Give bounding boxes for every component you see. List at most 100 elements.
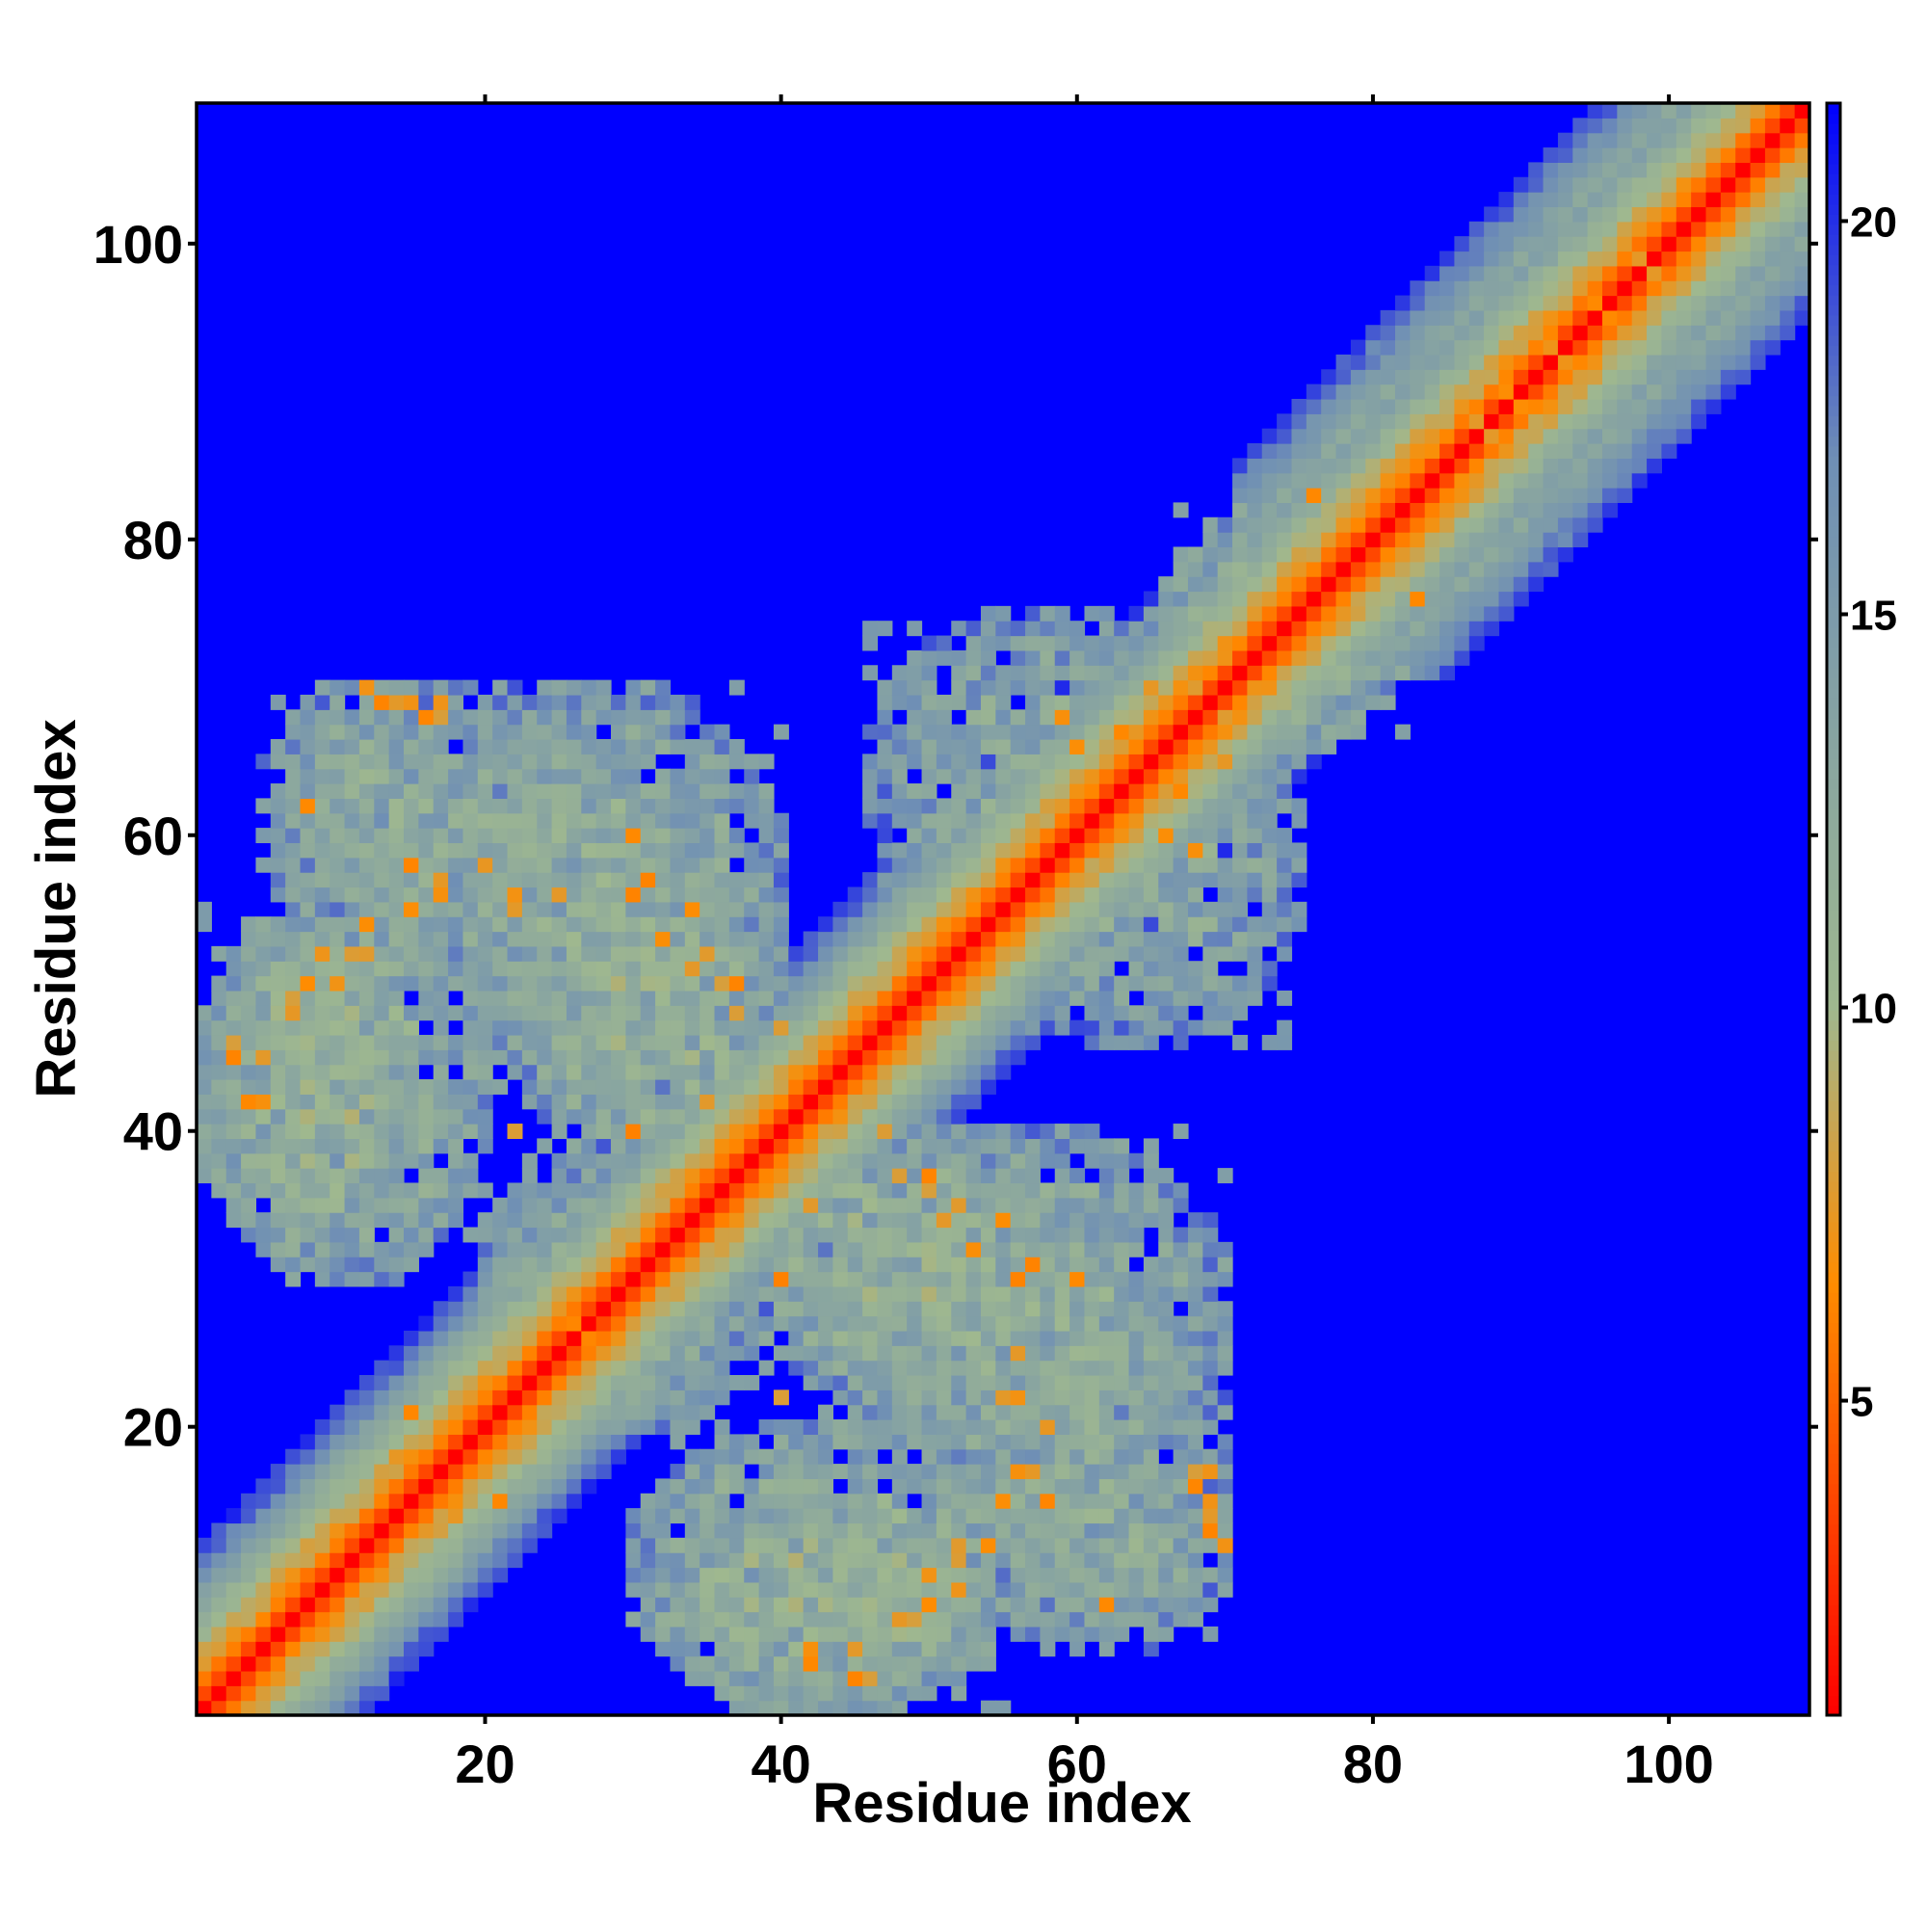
- heatmap-cell: [1098, 1581, 1115, 1598]
- heatmap-cell: [965, 1611, 982, 1628]
- heatmap-cell: [314, 738, 330, 754]
- heatmap-cell: [980, 665, 996, 681]
- heatmap-cell: [951, 694, 967, 710]
- heatmap-cell: [1261, 857, 1278, 873]
- heatmap-cell: [700, 1138, 716, 1154]
- heatmap-cell: [1306, 635, 1322, 651]
- heatmap-cell: [877, 1626, 893, 1642]
- heatmap-cell: [980, 1285, 996, 1302]
- heatmap-cell: [1158, 945, 1175, 962]
- heatmap-cell: [241, 1522, 257, 1539]
- heatmap-cell: [862, 798, 879, 814]
- heatmap-cell: [700, 1271, 716, 1287]
- heatmap-cell: [714, 1064, 730, 1080]
- heatmap-cell: [877, 621, 893, 637]
- heatmap-cell: [492, 1389, 509, 1406]
- heatmap-cell: [1173, 945, 1189, 962]
- heatmap-cell: [1394, 591, 1411, 607]
- heatmap-cell: [462, 1448, 479, 1465]
- heatmap-cell: [241, 1079, 257, 1095]
- heatmap-cell: [1410, 488, 1426, 504]
- heatmap-cell: [936, 649, 952, 666]
- heatmap-cell: [1173, 754, 1189, 770]
- heatmap-cell: [314, 1064, 330, 1080]
- heatmap-cell: [1187, 1330, 1203, 1346]
- heatmap-cell: [995, 975, 1012, 992]
- heatmap-cell: [1557, 176, 1573, 193]
- heatmap-cell: [1202, 1597, 1219, 1613]
- heatmap-cell: [788, 1049, 805, 1066]
- heatmap-cell: [595, 857, 612, 873]
- heatmap-cell: [1173, 1448, 1189, 1465]
- heatmap-cell: [728, 1049, 745, 1066]
- heatmap-cell: [300, 694, 316, 710]
- heatmap-cell: [300, 857, 316, 873]
- heatmap-cell: [714, 1330, 730, 1346]
- heatmap-cell: [655, 798, 672, 814]
- heatmap-cell: [980, 1493, 996, 1509]
- heatmap-cell: [907, 1522, 923, 1539]
- heatmap-cell: [921, 1597, 937, 1613]
- heatmap-cell: [862, 1168, 879, 1184]
- heatmap-cell: [818, 1034, 833, 1050]
- heatmap-cell: [1217, 1330, 1233, 1346]
- heatmap-cell: [433, 1404, 449, 1420]
- heatmap-cell: [744, 1241, 760, 1257]
- heatmap-cell: [773, 1064, 789, 1080]
- heatmap-cell: [1291, 901, 1307, 917]
- heatmap-cell: [640, 1227, 656, 1243]
- heatmap-cell: [980, 887, 996, 903]
- heatmap-cell: [921, 1182, 937, 1199]
- heatmap-cell: [344, 945, 360, 962]
- heatmap-cell: [684, 872, 700, 888]
- heatmap-cell: [877, 916, 893, 933]
- heatmap-cell: [344, 1597, 360, 1613]
- heatmap-cell: [1232, 724, 1249, 740]
- heatmap-cell: [1617, 472, 1633, 489]
- heatmap-cell: [1040, 1124, 1056, 1140]
- heatmap-cell: [728, 887, 745, 903]
- heatmap-cell: [1098, 857, 1115, 873]
- heatmap-cell: [433, 857, 449, 873]
- heatmap-cell: [1498, 265, 1515, 281]
- heatmap-cell: [330, 1124, 346, 1140]
- heatmap-cell: [1277, 621, 1293, 637]
- heatmap-cell: [374, 887, 390, 903]
- heatmap-cell: [744, 1227, 760, 1243]
- heatmap-cell: [374, 1448, 390, 1465]
- heatmap-cell: [655, 1064, 672, 1080]
- heatmap-cell: [1143, 1005, 1159, 1021]
- heatmap-cell: [477, 1301, 493, 1317]
- heatmap-cell: [566, 1138, 582, 1154]
- heatmap-cell: [965, 916, 982, 933]
- heatmap-cell: [1601, 472, 1618, 489]
- heatmap-cell: [1587, 251, 1603, 267]
- heatmap-cell: [374, 1049, 390, 1066]
- heatmap-cell: [1158, 901, 1175, 917]
- heatmap-cell: [330, 931, 346, 947]
- heatmap-cell: [330, 1626, 346, 1642]
- heatmap-cell: [980, 1464, 996, 1480]
- heatmap-cell: [714, 724, 730, 740]
- heatmap-cell: [1054, 635, 1070, 651]
- heatmap-cell: [448, 724, 464, 740]
- heatmap-cell: [374, 1685, 390, 1702]
- heatmap-cell: [255, 754, 272, 770]
- heatmap-cell: [211, 1597, 227, 1613]
- heatmap-cell: [1054, 887, 1070, 903]
- heatmap-cell: [1439, 591, 1456, 607]
- heatmap-cell: [1098, 872, 1115, 888]
- heatmap-cell: [330, 1611, 346, 1628]
- heatmap-cell: [1173, 1419, 1189, 1435]
- heatmap-cell: [1173, 916, 1189, 933]
- heatmap-cell: [1439, 428, 1456, 444]
- heatmap-cell: [1498, 443, 1515, 459]
- heatmap-cell: [285, 945, 302, 962]
- heatmap-cell: [803, 1464, 819, 1480]
- heatmap-cell: [1277, 546, 1293, 563]
- heatmap-cell: [507, 1241, 523, 1257]
- heatmap-cell: [1484, 206, 1500, 223]
- heatmap-cell: [477, 1404, 493, 1420]
- heatmap-cell: [1128, 1434, 1145, 1450]
- heatmap-cell: [877, 1138, 893, 1154]
